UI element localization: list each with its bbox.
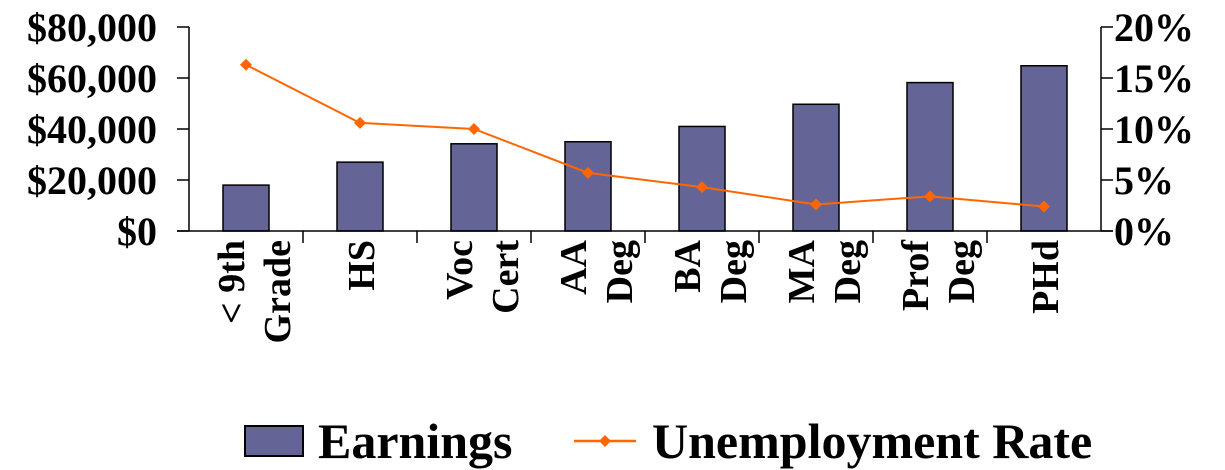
category-label-5-1: Deg — [827, 240, 869, 303]
bar-earnings-2 — [450, 143, 498, 232]
line-unemployment-rate — [245, 63, 1045, 208]
category-label-7-0: PHd — [1025, 240, 1067, 314]
right-tick-label-0: 0% — [1114, 209, 1174, 254]
category-label-5-0: MA — [781, 239, 823, 303]
right-tick-label-1: 5% — [1114, 158, 1174, 203]
point-unemployment-rate-1 — [354, 116, 366, 129]
point-unemployment-rate-7 — [1038, 200, 1050, 213]
category-label-6-1: Deg — [941, 240, 983, 303]
category-label-3-0: AA — [553, 239, 595, 294]
left-tick-label-1: $20,000 — [27, 158, 157, 203]
left-tick-label-3: $60,000 — [27, 56, 157, 101]
legend-swatch-earnings — [244, 425, 304, 457]
point-unemployment-rate-0 — [240, 58, 252, 71]
right-tick-label-4: 20% — [1114, 5, 1194, 50]
left-tick-label-4: $80,000 — [27, 5, 157, 50]
category-label-0-1: Grade — [257, 240, 299, 343]
bar-earnings-3 — [564, 141, 612, 232]
point-unemployment-rate-6 — [924, 190, 936, 203]
legend-item-unemployment-rate: Unemployment Rate — [574, 412, 1092, 470]
point-unemployment-rate-3 — [582, 166, 594, 179]
right-tick-label-3: 15% — [1114, 56, 1194, 101]
point-unemployment-rate-2 — [468, 123, 480, 135]
legend-line-marker — [574, 435, 636, 447]
right-tick-label-2: 10% — [1114, 107, 1194, 152]
bar-earnings-5 — [792, 103, 840, 232]
point-unemployment-rate-4 — [696, 181, 708, 194]
category-label-6-0: Prof — [895, 239, 937, 311]
category-label-2-1: Cert — [485, 240, 527, 314]
category-label-4-1: Deg — [713, 240, 755, 303]
bar-earnings-1 — [336, 161, 384, 232]
bar-earnings-0 — [222, 184, 270, 232]
bar-earnings-6 — [906, 81, 954, 232]
left-tick-label-0: $0 — [117, 209, 157, 254]
legend-label-earnings: Earnings — [318, 413, 513, 469]
category-label-4-0: BA — [667, 239, 709, 292]
legend-label-unemployment-rate: Unemployment Rate — [652, 413, 1093, 469]
category-label-0-0: < 9th — [211, 240, 253, 324]
category-label-1-0: HS — [341, 240, 383, 291]
left-tick-label-2: $40,000 — [27, 107, 157, 152]
point-unemployment-rate-5 — [810, 198, 822, 211]
legend: Earnings Unemployment Rate — [0, 412, 1225, 470]
category-label-2-0: Voc — [439, 240, 481, 300]
category-label-3-1: Deg — [599, 240, 641, 303]
chart: $0 $20,000 $40,000 $60,000 $80,000 0% 5% 10% 15%… — [27, 5, 1194, 343]
legend-item-earnings: Earnings — [244, 412, 513, 470]
bar-earnings-4 — [678, 125, 726, 232]
